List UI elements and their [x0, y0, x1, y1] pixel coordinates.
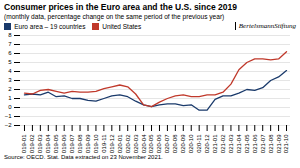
svg-text:7: 7	[8, 41, 12, 47]
svg-text:2020-04: 2020-04	[141, 134, 147, 153]
svg-text:2021-04: 2021-04	[236, 134, 242, 153]
svg-text:2020-09: 2020-09	[180, 134, 186, 153]
svg-text:2019-04: 2019-04	[45, 134, 51, 153]
svg-text:2021-08: 2021-08	[268, 134, 274, 153]
html-text:Euro area – 19 countries: Euro area – 19 countries	[14, 22, 86, 30]
svg-text:1: 1	[8, 95, 12, 101]
svg-text:2021-09: 2021-09	[276, 134, 282, 153]
svg-text:2021-10: 2021-10	[283, 134, 289, 153]
svg-text:0: 0	[8, 104, 12, 110]
svg-text:2019-01: 2019-01	[21, 134, 27, 153]
svg-text:2021-05: 2021-05	[244, 134, 250, 153]
svg-text:2020-02: 2020-02	[125, 134, 131, 153]
svg-text:2019-02: 2019-02	[29, 134, 35, 153]
svg-text:8: 8	[8, 32, 12, 38]
svg-text:−2: −2	[5, 122, 13, 128]
svg-text:2020-08: 2020-08	[172, 134, 178, 153]
html-text:United States: United States	[102, 22, 142, 30]
svg-text:2020-10: 2020-10	[188, 134, 194, 153]
svg-text:2019-11: 2019-11	[101, 134, 107, 153]
svg-text:2019-03: 2019-03	[37, 134, 43, 153]
svg-text:6: 6	[8, 50, 12, 56]
svg-text:2020-05: 2020-05	[148, 134, 154, 153]
svg-text:2020-06: 2020-06	[156, 134, 162, 153]
svg-text:2021-03: 2021-03	[228, 134, 234, 153]
svg-text:2019-12: 2019-12	[109, 134, 115, 153]
html-text:Source: OECD. Stat. Data extra: Source: OECD. Stat. Data extracted on 23…	[4, 154, 163, 160]
svg-text:2020-12: 2020-12	[204, 134, 210, 153]
html-text:(monthly data, percentage chan: (monthly data, percentage change on the …	[4, 13, 225, 20]
svg-text:2021-06: 2021-06	[252, 134, 258, 153]
svg-text:2020-03: 2020-03	[133, 134, 139, 153]
svg-text:2019-07: 2019-07	[69, 134, 75, 153]
svg-text:5: 5	[8, 59, 12, 65]
svg-text:2021-07: 2021-07	[260, 134, 266, 153]
svg-text:2019-09: 2019-09	[85, 134, 91, 153]
svg-text:4: 4	[8, 68, 12, 74]
svg-text:−1: −1	[5, 113, 13, 119]
svg-text:2019-08: 2019-08	[77, 134, 83, 153]
svg-text:2021-01: 2021-01	[212, 134, 218, 153]
html-text:Consumer prices in the Euro ar: Consumer prices in the Euro area and the…	[4, 2, 237, 12]
svg-text:2019-10: 2019-10	[93, 134, 99, 153]
svg-text:2021-02: 2021-02	[220, 134, 226, 153]
svg-text:3: 3	[8, 77, 12, 83]
svg-text:2: 2	[8, 86, 12, 92]
svg-text:2019-05: 2019-05	[53, 134, 59, 153]
svg-text:2020-01: 2020-01	[117, 134, 123, 153]
svg-text:2019-06: 2019-06	[61, 134, 67, 153]
svg-text:2020-11: 2020-11	[196, 134, 202, 153]
html-text:BertelsmannStiftung: BertelsmannStiftung	[238, 22, 296, 30]
svg-text:2020-07: 2020-07	[164, 134, 170, 153]
